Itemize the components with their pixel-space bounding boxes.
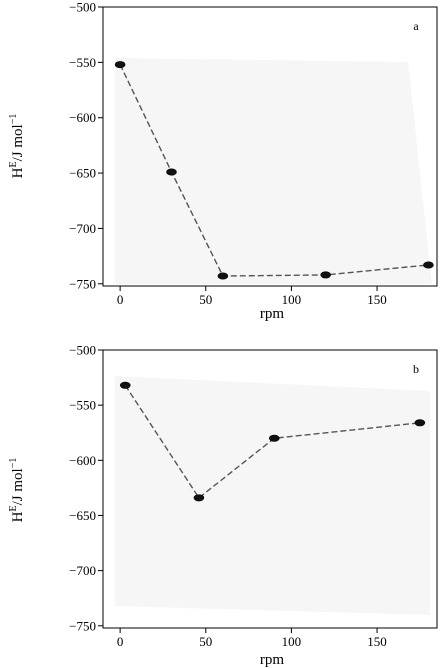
y-tick-label: −600 (69, 453, 96, 468)
y-tick-label: −650 (69, 508, 96, 523)
y-tick-label: −750 (69, 276, 96, 291)
x-tick-label: 150 (367, 292, 387, 307)
x-axis-label: rpm (260, 652, 284, 668)
y-tick-label: −500 (69, 343, 96, 358)
plot-shading (115, 376, 430, 615)
y-tick-label: −650 (69, 166, 96, 181)
x-axis-label: rpm (260, 306, 284, 322)
data-point (268, 434, 280, 442)
y-tick-label: −750 (69, 618, 96, 633)
x-tick-label: 0 (117, 292, 124, 307)
chart-panel-b: −500 −550 −600 −650 −700 −750 0 50 100 150 rpm HE/J… (8, 343, 438, 668)
x-tick-label: 50 (199, 634, 212, 649)
y-axis-label: HE/J mol−1 (8, 458, 26, 523)
y-tick-label: −500 (69, 0, 96, 15)
series-line (124, 384, 420, 499)
data-point (166, 168, 177, 176)
y-tick-label: −700 (69, 221, 96, 236)
plot-frame (102, 6, 438, 287)
y-tick-label: −550 (69, 398, 96, 413)
chart-panel-a: −500 −550 −600 −650 −700 −750 0 50 100 150 rpm HE/J… (8, 0, 438, 322)
y-axis-label: HE/J mol−1 (8, 114, 26, 179)
x-tick-label: 0 (117, 634, 124, 649)
panel-label: b (413, 362, 419, 376)
x-tick-label: 100 (282, 292, 302, 307)
data-point (114, 61, 126, 69)
x-tick-label: 150 (367, 634, 387, 649)
plot-shading (115, 58, 432, 284)
plot-frame (102, 349, 438, 629)
data-point (423, 261, 434, 269)
data-point (193, 494, 205, 502)
x-tick-label: 100 (282, 634, 302, 649)
data-point (217, 272, 229, 280)
y-tick-label: −550 (69, 55, 96, 70)
data-point (320, 271, 331, 279)
y-tick-label: −600 (69, 110, 96, 125)
panel-label: a (413, 19, 419, 33)
data-point (119, 381, 131, 389)
y-tick-label: −700 (69, 563, 96, 578)
x-tick-label: 50 (199, 292, 212, 307)
data-point (414, 419, 426, 427)
